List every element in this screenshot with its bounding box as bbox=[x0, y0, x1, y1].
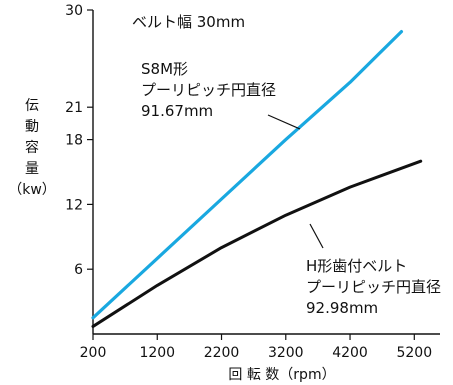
series-label-h-belt-line-2: プーリピッチ円直径 bbox=[306, 278, 441, 296]
x-tick-label-0: 200 bbox=[80, 345, 107, 361]
y-ticks: 6 12 18 21 30 bbox=[65, 3, 93, 278]
y-tick-label-3: 21 bbox=[65, 100, 83, 116]
x-tick-label-3: 3200 bbox=[268, 345, 304, 361]
series-label-s8m-line-2: プーリピッチ円直径 bbox=[141, 81, 276, 99]
y-tick-label-4: 30 bbox=[65, 3, 83, 19]
y-tick-label-0: 6 bbox=[74, 262, 83, 278]
y-tick-label-1: 12 bbox=[65, 197, 83, 213]
y-axis-label-part-3: 容 bbox=[25, 139, 39, 156]
x-tick-label-4: 4200 bbox=[332, 345, 368, 361]
series-label-s8m-line-1: S8M形 bbox=[141, 60, 188, 78]
y-axis-label-part-1: 伝 bbox=[25, 98, 39, 114]
x-tick-label-5: 5200 bbox=[396, 345, 432, 361]
y-axis-label-part-4: 量 bbox=[25, 161, 39, 177]
y-tick-label-2: 18 bbox=[65, 133, 83, 149]
series-label-h-belt-line-1: H形歯付ベルト bbox=[306, 257, 407, 275]
chart-subtitle: ベルト幅 30mm bbox=[132, 13, 245, 31]
x-tick-label-2: 2200 bbox=[204, 345, 240, 361]
series-label-h-belt-line-3: 92.98mm bbox=[306, 299, 378, 317]
x-tick-label-1: 1200 bbox=[139, 345, 175, 361]
series-label-s8m-line-3: 91.67mm bbox=[141, 102, 213, 120]
y-axis-label-part-5: （kw） bbox=[8, 182, 56, 198]
s8m-label-leader bbox=[267, 114, 301, 130]
series-line-s8m bbox=[91, 30, 404, 320]
x-axis-label: 回 転 数（rpm） bbox=[228, 367, 335, 383]
y-axis-label-part-2: 動 bbox=[25, 119, 39, 135]
h-belt-label-leader bbox=[309, 223, 324, 249]
series-line-h-belt bbox=[91, 159, 423, 328]
x-ticks: 200 1200 2200 3200 4200 5200 bbox=[80, 334, 432, 361]
